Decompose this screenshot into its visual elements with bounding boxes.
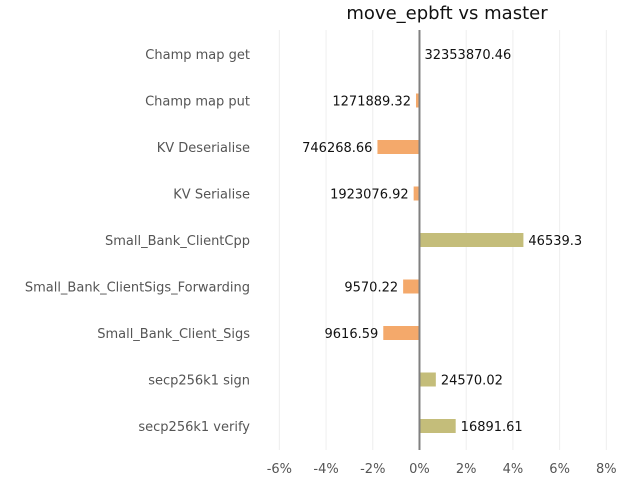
- x-tick-label: 8%: [596, 462, 617, 477]
- data-label: 46539.3: [528, 234, 582, 249]
- data-label: 746268.66: [302, 141, 372, 156]
- data-label: 32353870.46: [424, 48, 511, 63]
- data-label: 24570.02: [441, 374, 503, 389]
- data-label: 1271889.32: [332, 95, 411, 110]
- bar: [377, 140, 420, 154]
- data-label: 16891.61: [461, 420, 523, 435]
- category-label: secp256k1 sign: [148, 374, 250, 389]
- data-label: 9570.22: [344, 281, 398, 296]
- category-label: secp256k1 verify: [138, 420, 250, 435]
- bar: [419, 233, 524, 247]
- x-tick-label: 6%: [549, 462, 570, 477]
- category-label: Small_Bank_ClientCpp: [105, 234, 250, 249]
- x-tick-label: 0%: [409, 462, 430, 477]
- data-labels: 32353870.46 1271889.32 746268.66 1923076.92…: [302, 48, 582, 435]
- chart-title: move_epbft vs master: [346, 3, 548, 24]
- x-tick-label: -6%: [267, 462, 292, 477]
- bars: [377, 93, 524, 433]
- category-label: Small_Bank_Client_Sigs: [97, 327, 250, 342]
- data-label: 9616.59: [325, 327, 379, 342]
- bar: [383, 326, 420, 340]
- x-tick-label: -4%: [313, 462, 338, 477]
- x-tick-label: 4%: [503, 462, 524, 477]
- category-label: Small_Bank_ClientSigs_Forwarding: [25, 281, 250, 296]
- category-label: KV Serialise: [173, 188, 250, 203]
- bar: [415, 93, 420, 108]
- category-label: Champ map put: [145, 95, 250, 110]
- category-labels: Champ map get Champ map put KV Deserialise…: [25, 48, 250, 435]
- x-tick-label: -2%: [360, 462, 385, 477]
- category-label: KV Deserialise: [157, 141, 250, 156]
- data-label: 1923076.92: [330, 188, 409, 203]
- category-label: Champ map get: [145, 48, 250, 63]
- x-axis-tick-labels: -6% -4% -2% 0% 2% 4% 6% 8%: [267, 462, 617, 477]
- bar: [403, 279, 420, 294]
- bar: [413, 186, 420, 201]
- x-tick-label: 2%: [456, 462, 477, 477]
- bar: [419, 372, 436, 387]
- bar: [419, 419, 456, 433]
